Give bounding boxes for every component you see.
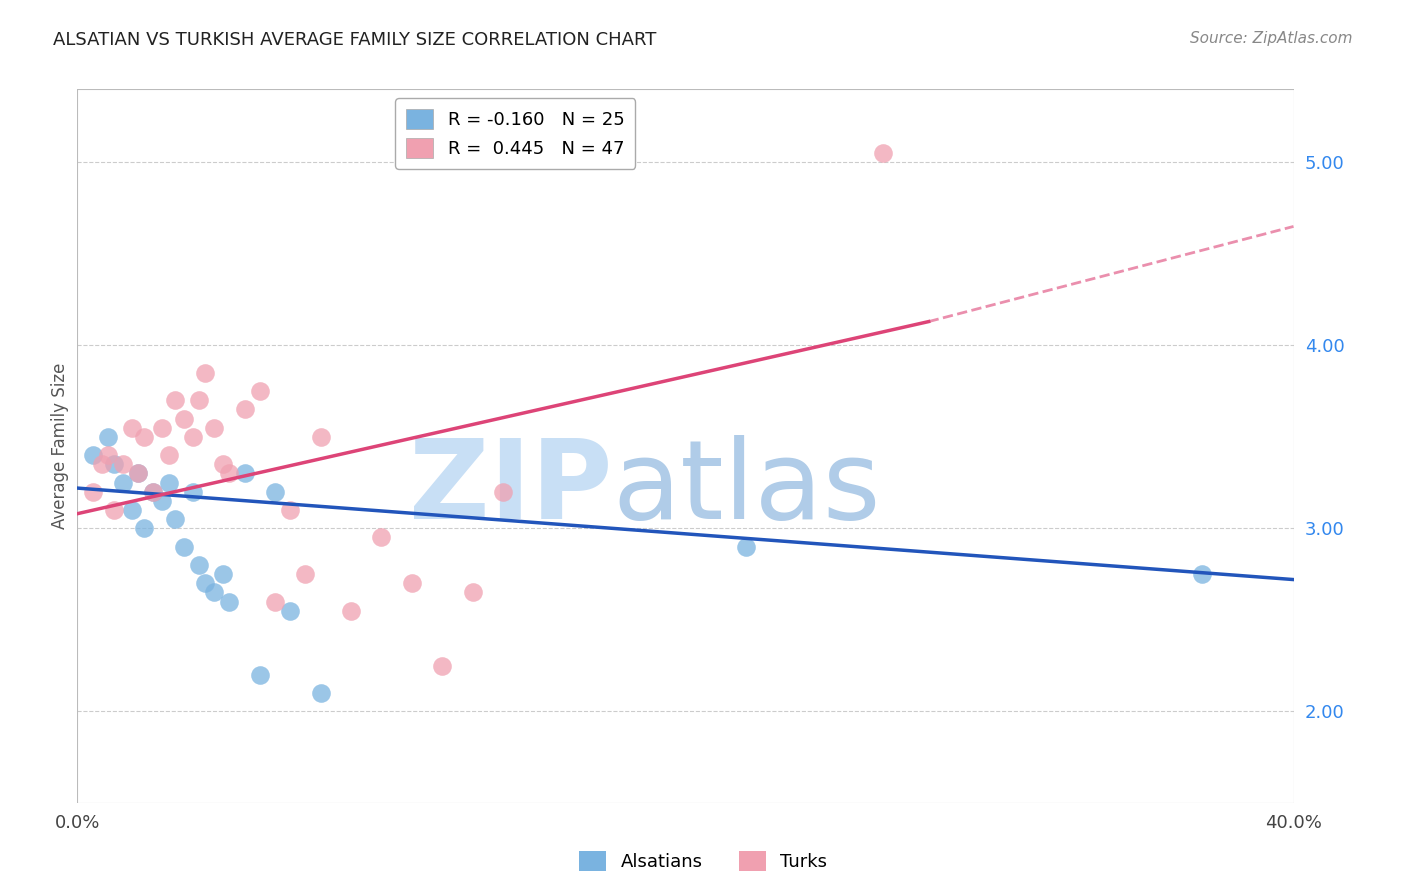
- Point: [492, 484, 515, 499]
- Point: [218, 594, 240, 608]
- Legend: R = -0.160   N = 25, R =  0.445   N = 47: R = -0.160 N = 25, R = 0.445 N = 47: [395, 98, 636, 169]
- Text: atlas: atlas: [613, 435, 882, 542]
- Point: [188, 558, 211, 572]
- Point: [202, 585, 225, 599]
- Point: [134, 521, 156, 535]
- Point: [181, 430, 204, 444]
- Point: [340, 604, 363, 618]
- Point: [173, 411, 195, 425]
- Point: [163, 512, 186, 526]
- Point: [142, 484, 165, 499]
- Point: [121, 420, 143, 434]
- Point: [233, 402, 256, 417]
- Point: [90, 458, 112, 472]
- Point: [735, 540, 758, 554]
- Point: [249, 667, 271, 681]
- Point: [212, 567, 235, 582]
- Text: Source: ZipAtlas.com: Source: ZipAtlas.com: [1189, 31, 1353, 46]
- Point: [111, 475, 134, 490]
- Point: [152, 494, 174, 508]
- Point: [264, 594, 287, 608]
- Point: [127, 467, 149, 481]
- Text: ALSATIAN VS TURKISH AVERAGE FAMILY SIZE CORRELATION CHART: ALSATIAN VS TURKISH AVERAGE FAMILY SIZE …: [53, 31, 657, 49]
- Point: [82, 484, 104, 499]
- Point: [152, 420, 174, 434]
- Point: [432, 658, 454, 673]
- Point: [127, 467, 149, 481]
- Point: [173, 540, 195, 554]
- Point: [202, 420, 225, 434]
- Point: [218, 467, 240, 481]
- Point: [249, 384, 271, 398]
- Point: [121, 503, 143, 517]
- Point: [370, 531, 392, 545]
- Point: [157, 448, 180, 462]
- Point: [872, 146, 894, 161]
- Point: [1191, 567, 1213, 582]
- Point: [309, 686, 332, 700]
- Text: ZIP: ZIP: [409, 435, 613, 542]
- Point: [194, 366, 217, 380]
- Point: [181, 484, 204, 499]
- Point: [134, 430, 156, 444]
- Legend: Alsatians, Turks: Alsatians, Turks: [572, 844, 834, 879]
- Point: [401, 576, 423, 591]
- Point: [194, 576, 217, 591]
- Y-axis label: Average Family Size: Average Family Size: [51, 363, 69, 529]
- Point: [142, 484, 165, 499]
- Point: [111, 458, 134, 472]
- Point: [212, 458, 235, 472]
- Point: [294, 567, 316, 582]
- Point: [97, 430, 120, 444]
- Point: [278, 604, 301, 618]
- Point: [157, 475, 180, 490]
- Point: [461, 585, 484, 599]
- Point: [163, 393, 186, 408]
- Point: [97, 448, 120, 462]
- Point: [103, 503, 125, 517]
- Point: [264, 484, 287, 499]
- Point: [309, 430, 332, 444]
- Point: [103, 458, 125, 472]
- Point: [82, 448, 104, 462]
- Point: [233, 467, 256, 481]
- Point: [278, 503, 301, 517]
- Point: [188, 393, 211, 408]
